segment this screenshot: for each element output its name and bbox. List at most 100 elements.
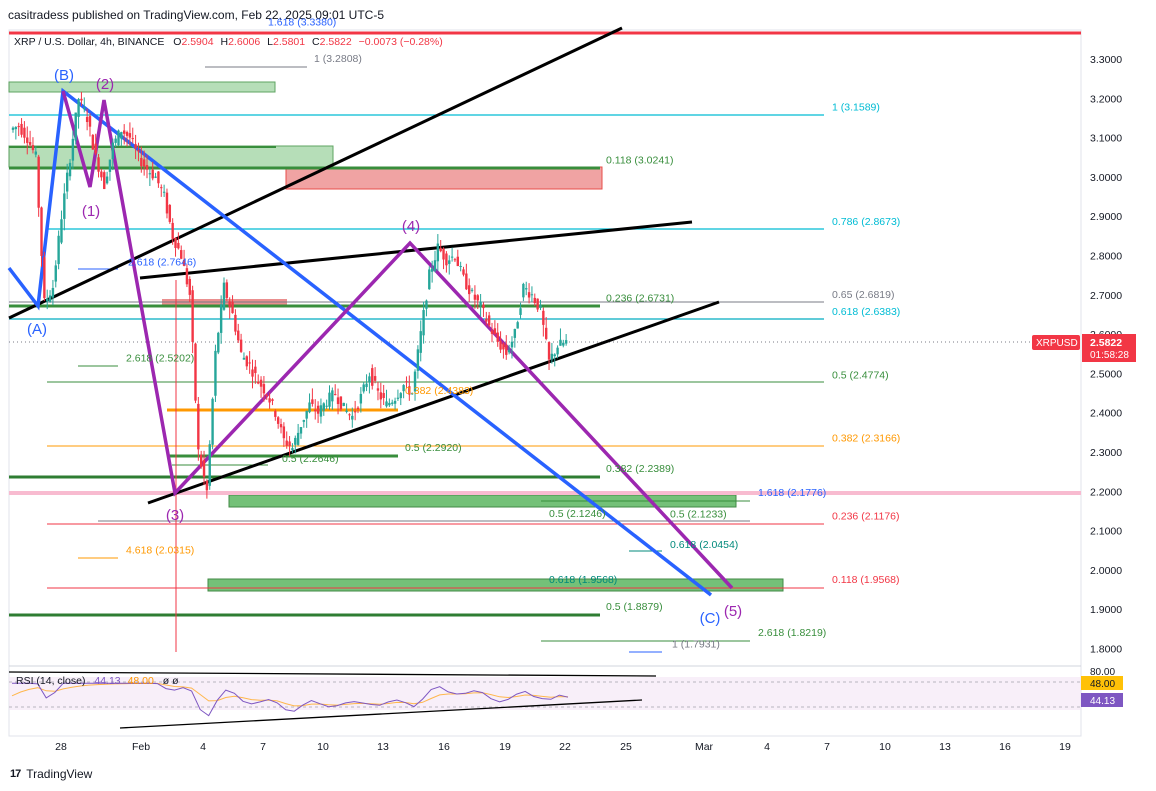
price-tag-countdown: 01:58:28	[1090, 350, 1129, 361]
wave-label: (B)	[54, 67, 74, 84]
candle-body	[505, 344, 508, 355]
price-tick-label: 3.0000	[1090, 172, 1122, 184]
ticker-tag[interactable]	[1032, 335, 1080, 350]
fib-level-label: 1.618 (3.3380)	[268, 17, 336, 29]
candle-body	[368, 376, 371, 383]
candle-body	[419, 331, 422, 353]
candle-body	[154, 176, 157, 178]
candle-body	[108, 159, 112, 172]
tradingview-footer[interactable]: 17 TradingView	[10, 767, 92, 781]
candle-body	[482, 304, 485, 309]
candle-body	[433, 260, 437, 271]
candle-body	[510, 341, 514, 348]
candle-body	[342, 402, 345, 406]
time-tick-label: 16	[438, 741, 450, 753]
candle-body	[77, 98, 80, 117]
price-tick-label: 2.9000	[1090, 211, 1122, 223]
candle-body	[393, 400, 397, 404]
candle-body	[134, 144, 137, 149]
candle-body	[245, 356, 249, 367]
candle-body	[564, 340, 568, 344]
candle-body	[430, 268, 434, 272]
candle-body	[539, 305, 542, 308]
price-tick-label: 3.1000	[1090, 133, 1122, 145]
fib-level-label: 1.618 (2.1776)	[758, 487, 826, 499]
legend-h-label: H	[221, 36, 229, 48]
candle-body	[487, 315, 491, 326]
candle-body	[559, 339, 562, 346]
chart-drawings	[7, 26, 1081, 729]
candle-body	[188, 278, 191, 295]
candle-body	[333, 394, 337, 396]
candle-body	[80, 98, 83, 101]
candle-body	[85, 117, 89, 123]
candle-body	[439, 247, 442, 252]
fib-level-label: 0.5 (2.1246)	[549, 508, 606, 520]
candle-body	[348, 414, 351, 416]
candle-body	[51, 287, 55, 298]
candles-layer	[11, 91, 568, 499]
rsi-value-badge-text: 44.13	[1090, 696, 1115, 707]
candle-body	[103, 172, 106, 190]
time-axis[interactable]: 28 Feb 4 7 10 13 16 19 22 25 Mar 4 7 10 13 16 19	[55, 741, 1071, 753]
candle-body	[211, 398, 214, 445]
candle-body	[314, 409, 317, 412]
candle-body	[339, 396, 343, 410]
candle-body	[74, 112, 77, 141]
candle-body	[556, 347, 559, 355]
candle-body	[20, 123, 23, 135]
candle-body	[325, 405, 328, 407]
candle-body	[465, 273, 468, 290]
candle-body	[111, 142, 114, 160]
green-zone	[8, 81, 276, 93]
red-zone	[285, 166, 603, 190]
trend-line-upper	[8, 26, 623, 320]
price-axis[interactable]: 3.3000 3.2000 3.1000 3.0000 2.9000 2.8000 2.70…	[1090, 54, 1122, 656]
rsi-value-badge	[1081, 693, 1123, 707]
ticker-tag-text: XRPUSD	[1036, 338, 1078, 349]
candle-body	[148, 173, 152, 175]
candle-body	[219, 304, 223, 333]
price-tag	[1082, 334, 1136, 362]
fib-level-label: 2.618 (2.7646)	[128, 256, 196, 268]
chart-frame	[8, 29, 1082, 737]
price-tick-label: 3.2000	[1090, 93, 1122, 105]
candle-body	[234, 314, 237, 332]
candle-body	[131, 138, 134, 140]
time-tick-label: 16	[999, 741, 1011, 753]
time-tick-label: 13	[939, 741, 951, 753]
fib-level-label: 0.5 (2.4774)	[832, 369, 889, 381]
candle-body	[208, 444, 211, 486]
rsi-ma-badge-text: 48.00	[1090, 679, 1115, 690]
price-tick-label: 2.0000	[1090, 565, 1122, 577]
candle-body	[274, 411, 277, 417]
candle-body	[544, 327, 548, 339]
time-tick-label: 22	[559, 741, 571, 753]
candle-body	[291, 448, 294, 451]
candle-body	[242, 357, 246, 360]
candle-body	[157, 171, 160, 184]
candle-body	[319, 405, 323, 417]
legend-c-label: C	[312, 36, 320, 48]
tradingview-logo-icon: 17	[10, 768, 21, 780]
candle-body	[94, 143, 97, 154]
candle-body	[185, 268, 189, 285]
candle-body	[65, 172, 69, 192]
candle-body	[299, 427, 303, 434]
price-tick-label: 1.8000	[1090, 644, 1122, 656]
rsi-band	[9, 677, 1081, 710]
candle-body	[376, 388, 380, 391]
fib-level-label: 2.618 (2.5202)	[126, 353, 194, 365]
candle-body	[373, 376, 377, 381]
legend-l-value: 2.5801	[273, 36, 305, 48]
candle-body	[470, 289, 474, 291]
candle-body	[553, 354, 556, 357]
candle-body	[442, 248, 445, 260]
candle-body	[462, 269, 465, 275]
candle-body	[302, 420, 306, 422]
candle-body	[490, 330, 494, 334]
candle-body	[259, 379, 263, 387]
candle-body	[254, 366, 257, 374]
candle-body	[422, 310, 425, 336]
